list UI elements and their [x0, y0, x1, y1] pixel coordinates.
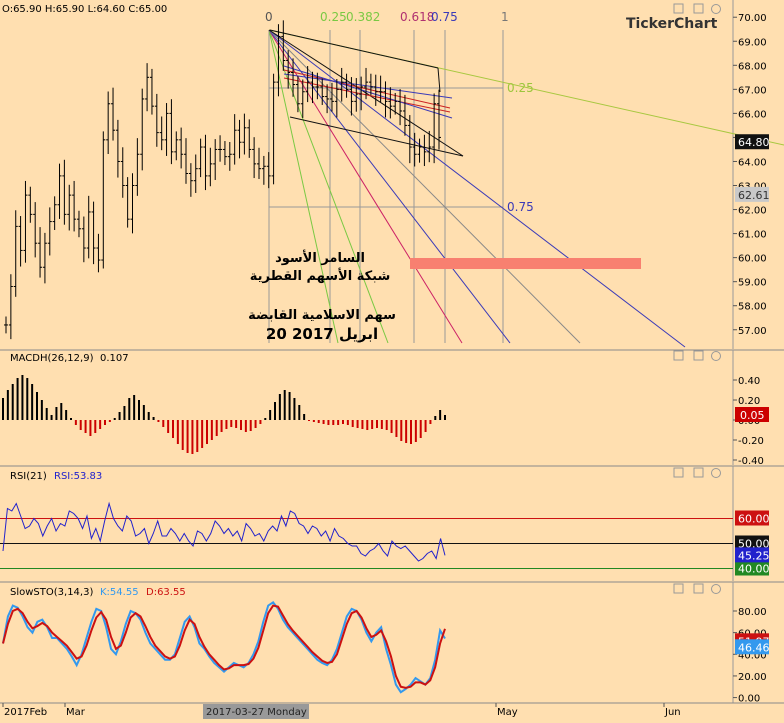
macd-tick-label: 0.20: [738, 396, 760, 407]
price-tick-label: 69.00: [738, 37, 767, 48]
price-tick-label: 66.00: [738, 109, 767, 120]
rsi-level-box: [735, 560, 769, 576]
rsi-title: RSI(21): [10, 471, 47, 482]
fib-fan-line: [268, 29, 463, 344]
maximize-button[interactable]: [693, 467, 704, 478]
fib-top-label: 1: [501, 10, 509, 24]
price-tick-label: 57.00: [738, 326, 767, 337]
minimize-button[interactable]: [673, 3, 684, 14]
marker-price-label: 62.61: [738, 189, 770, 202]
trend-line: [283, 73, 453, 99]
minimize-button[interactable]: [673, 467, 684, 478]
stoch-k-value: K:54.55: [100, 587, 139, 598]
trend-line: [269, 29, 439, 69]
annotation-line3: سهم الاسلامية القابضة: [248, 308, 396, 323]
fib-right-label: 0.75: [507, 200, 534, 214]
trend-line: [283, 69, 451, 109]
stoch-d-line: [2, 604, 446, 689]
stoch-k-box: [735, 639, 769, 655]
fib-fan-line: [268, 29, 339, 344]
macd-value: 0.107: [100, 353, 129, 364]
rsi-line: [2, 501, 446, 562]
trend-line: [283, 77, 451, 113]
last-price-box: [735, 134, 769, 150]
stoch-tick-label: 80.00: [738, 607, 767, 618]
fib-top-label: 0.382: [346, 10, 380, 24]
time-label: Jun: [664, 707, 681, 718]
maximize-button[interactable]: [693, 583, 704, 594]
settings-icon[interactable]: [711, 584, 721, 594]
price-tick-label: 70.00: [738, 13, 767, 24]
price-tick-label: 68.00: [738, 61, 767, 72]
stoch-k-label: 46.46: [738, 641, 770, 654]
stoch-d-value: D:63.55: [146, 587, 186, 598]
rsi-value: RSI:53.83: [54, 471, 102, 482]
price-tick-label: 64.00: [738, 157, 767, 168]
maximize-button[interactable]: [693, 3, 704, 14]
minimize-button[interactable]: [673, 350, 684, 361]
price-tick-label: 60.00: [738, 254, 767, 265]
annotation-line1: السامر الأسود: [275, 249, 365, 266]
time-label: May: [497, 707, 518, 718]
settings-icon[interactable]: [711, 4, 721, 14]
price-tick-label: 62.00: [738, 206, 767, 217]
settings-icon[interactable]: [711, 468, 721, 478]
minimize-button[interactable]: [673, 583, 684, 594]
rsi-level-label: 60.00: [738, 513, 770, 526]
stoch-tick-label: 20.00: [738, 672, 767, 683]
time-label: 2017Feb: [4, 707, 47, 718]
maximize-button[interactable]: [693, 350, 704, 361]
fib-top-label: 0: [265, 10, 273, 24]
time-label: Mar: [66, 707, 86, 718]
stoch-tick-label: 0.00: [738, 694, 760, 705]
stoch-title: SlowSTO(3,14,3): [10, 587, 93, 598]
fib-top-label: 0.25: [320, 10, 347, 24]
rsi-current-box: [735, 547, 769, 563]
time-cursor-box: [203, 704, 309, 719]
rsi-current-label: 45.25: [738, 549, 770, 562]
trend-line: [437, 67, 441, 93]
price-tick-label: 61.00: [738, 230, 767, 241]
trend-line: [283, 65, 453, 119]
fib-fan-line: [268, 29, 581, 344]
macd-title: MACDH(26,12,9): [10, 353, 94, 364]
rsi-level-box: [735, 535, 769, 551]
stoch-k-line: [2, 600, 446, 694]
support-zone: [410, 258, 641, 269]
rsi-level-label: 50.00: [738, 538, 770, 551]
rsi-level-box: [735, 510, 769, 526]
settings-icon[interactable]: [711, 351, 721, 361]
fib-top-label: 0.75: [431, 10, 458, 24]
macd-last-box: [735, 407, 769, 422]
fib-fan-line: [268, 29, 389, 344]
ohlc-readout: O:65.90 H:65.90 L:64.60 C:65.00: [2, 4, 167, 15]
annotation-line2: شبكة الأسهم القطرية: [250, 267, 391, 284]
macd-tick-label: 0.40: [738, 376, 760, 387]
time-cursor-label: 2017-03-27 Monday: [206, 707, 307, 718]
last-price-label: 64.80: [738, 136, 770, 149]
price-tick-label: 58.00: [738, 302, 767, 313]
price-tick-label: 67.00: [738, 85, 767, 96]
brand-logo: TickerChart: [626, 16, 718, 32]
marker-price-box: [735, 186, 769, 202]
macd-last-label: 0.05: [740, 409, 765, 422]
annotation-line4: 20 ابريل 2017: [266, 325, 378, 343]
macd-tick-label: -0.40: [738, 456, 764, 467]
rsi-level-label: 40.00: [738, 563, 770, 576]
stoch-tick-label: 40.00: [738, 650, 767, 661]
fib-top-label: 0.618: [400, 10, 434, 24]
price-tick-label: 59.00: [738, 278, 767, 289]
macd-tick-label: -0.20: [738, 436, 764, 447]
